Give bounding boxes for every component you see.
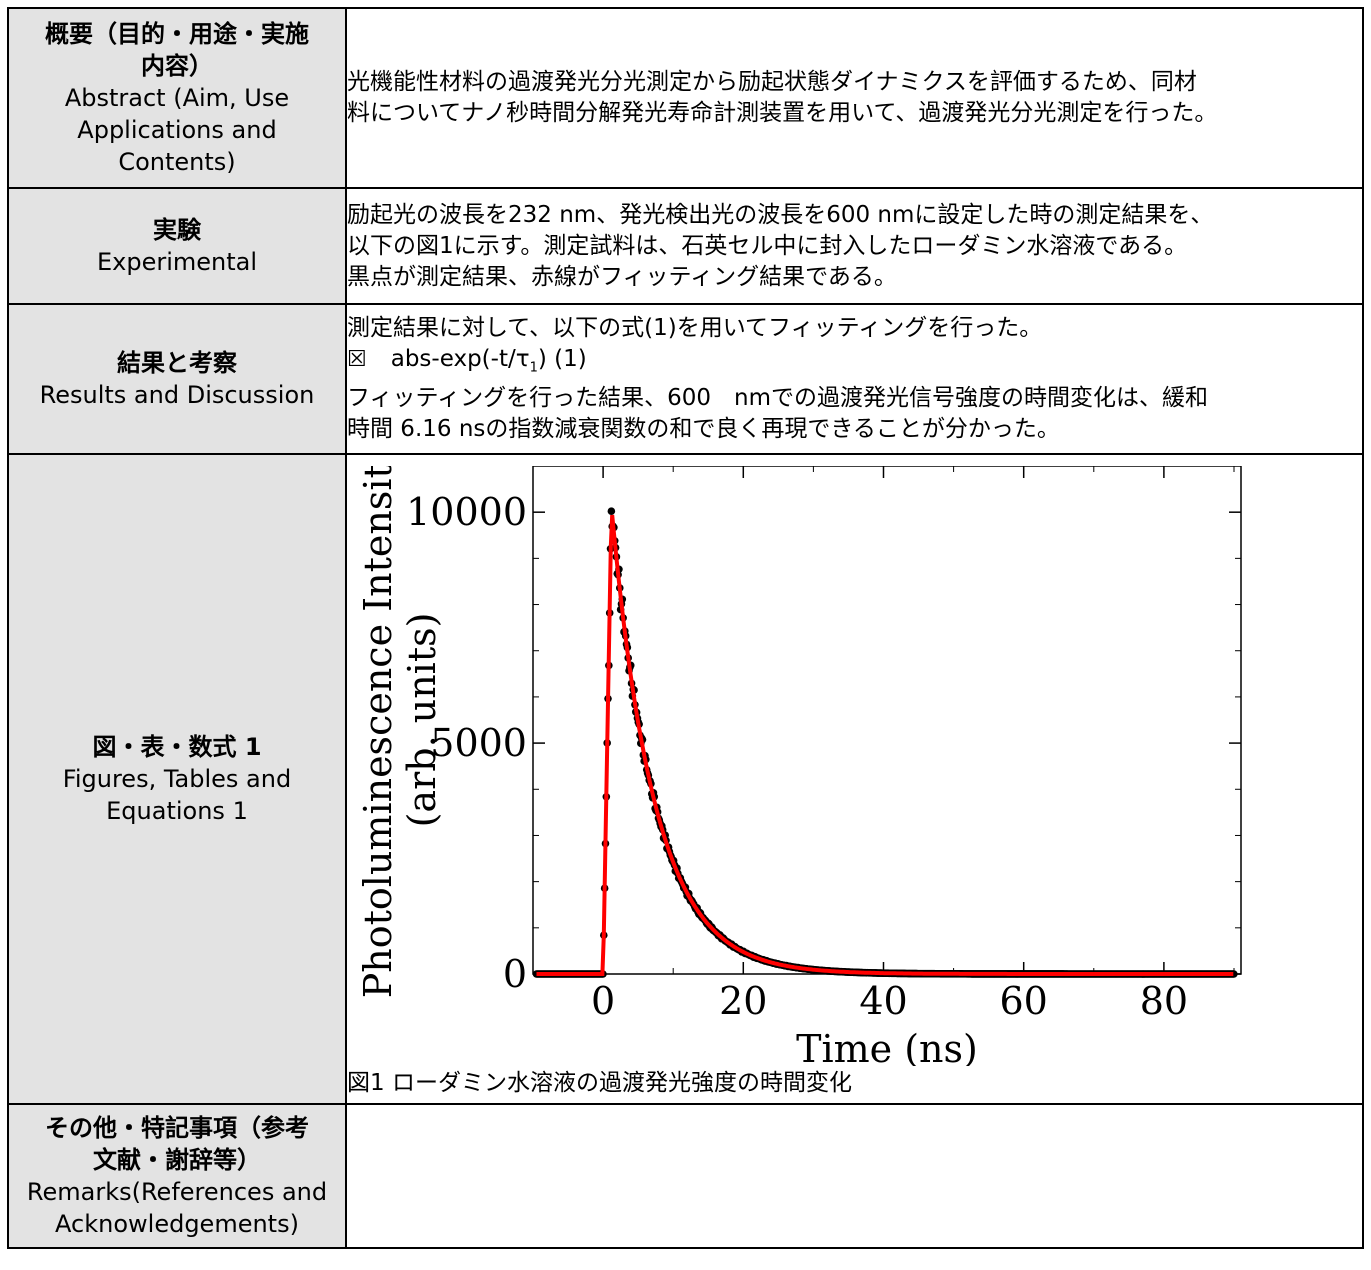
header-en: Applications and bbox=[77, 116, 277, 144]
header-en: Experimental bbox=[96, 248, 258, 276]
header-remarks: その他・特記事項（参考 文献・謝辞等） Remarks(References a… bbox=[7, 1103, 347, 1249]
body-line: フィッティングを行った結果、600 nmでの過渡発光信号強度の時間変化は、緩和 bbox=[347, 385, 1209, 412]
header-en: Equations 1 bbox=[106, 797, 248, 825]
row-experimental: 実験 Experimental 励起光の波長を232 nm、発光検出光の波長を6… bbox=[7, 187, 1364, 305]
header-jp: 内容） bbox=[141, 52, 213, 80]
header-en: Results and Discussion bbox=[39, 381, 315, 409]
equation-subscript: 1 bbox=[529, 360, 538, 376]
y-axis-label: Photoluminescence Intensity bbox=[356, 466, 400, 998]
header-en: Contents) bbox=[118, 148, 236, 176]
x-tick-label: 40 bbox=[859, 979, 907, 1023]
body-line: 時間 6.16 nsの指数減衰関数の和で良く再現できることが分かった。 bbox=[347, 416, 1060, 443]
body-line: 料についてナノ秒時間分解発光寿命計測装置を用いて、過渡発光分光測定を行った。 bbox=[347, 100, 1218, 126]
y-tick-label: 5000 bbox=[430, 721, 527, 765]
header-abstract: 概要（目的・用途・実施 内容） Abstract (Aim, Use Appli… bbox=[7, 7, 347, 189]
row-figures: 図・表・数式 1 Figures, Tables and Equations 1… bbox=[7, 453, 1364, 1105]
y-tick-label: 0 bbox=[503, 952, 527, 996]
body-abstract: 光機能性材料の過渡発光分光測定から励起状態ダイナミクスを評価するため、同材 料に… bbox=[345, 7, 1364, 189]
header-en: Figures, Tables and bbox=[62, 765, 292, 793]
body-line: 黒点が測定結果、赤線がフィッティング結果である。 bbox=[347, 263, 897, 290]
row-abstract: 概要（目的・用途・実施 内容） Abstract (Aim, Use Appli… bbox=[7, 7, 1364, 189]
header-jp: 概要（目的・用途・実施 bbox=[45, 20, 309, 48]
header-jp: その他・特記事項（参考 bbox=[45, 1114, 309, 1142]
pl-decay-chart: 0 20 40 60 80 0 5000 10000 Time (ns) Photolumin… bbox=[356, 466, 1242, 1066]
body-results: 測定結果に対して、以下の式(1)を用いてフィッティングを行った。 ☒ abs-ex… bbox=[345, 303, 1364, 455]
y-axis-label-units: (arb. units) bbox=[400, 613, 444, 828]
row-results: 結果と考察 Results and Discussion 測定結果に対して、以下… bbox=[7, 303, 1364, 455]
header-results: 結果と考察 Results and Discussion bbox=[7, 303, 347, 455]
measured-point bbox=[607, 507, 616, 515]
body-line: 以下の図1に示す。測定試料は、石英セル中に封入したローダミン水溶液である。 bbox=[347, 232, 1188, 259]
header-jp: 図・表・数式 1 bbox=[92, 733, 262, 761]
equation-text: abs-exp(-t/τ bbox=[390, 345, 530, 372]
header-figures: 図・表・数式 1 Figures, Tables and Equations 1 bbox=[7, 453, 347, 1105]
y-tick-label: 10000 bbox=[406, 490, 527, 534]
header-jp: 結果と考察 bbox=[117, 349, 237, 377]
header-en: Abstract (Aim, Use bbox=[64, 84, 290, 112]
fit-line bbox=[536, 514, 1234, 976]
row-remarks: その他・特記事項（参考 文献・謝辞等） Remarks(References a… bbox=[7, 1103, 1364, 1249]
header-experimental: 実験 Experimental bbox=[7, 187, 347, 305]
header-en: Acknowledgements) bbox=[55, 1210, 299, 1238]
body-line: 励起光の波長を232 nm、発光検出光の波長を600 nmに設定した時の測定結果… bbox=[347, 201, 1214, 228]
header-en: Remarks(References and bbox=[26, 1178, 328, 1206]
report-table: 概要（目的・用途・実施 内容） Abstract (Aim, Use Appli… bbox=[7, 7, 1364, 1249]
x-tick-label: 0 bbox=[591, 979, 615, 1023]
header-jp: 文献・謝辞等） bbox=[93, 1146, 261, 1174]
body-remarks bbox=[345, 1103, 1364, 1249]
measured-series bbox=[532, 507, 1238, 978]
checkbox-icon: ☒ bbox=[347, 346, 367, 372]
x-tick-label: 80 bbox=[1140, 979, 1188, 1023]
axis-ticks: 0 20 40 60 80 0 5000 10000 bbox=[406, 466, 1241, 1023]
equation-suffix: ) (1) bbox=[537, 345, 587, 372]
x-axis-label: Time (ns) bbox=[796, 1027, 978, 1066]
x-tick-label: 20 bbox=[719, 979, 767, 1023]
figure-cell: 0 20 40 60 80 0 5000 10000 Time (ns) Photolumin… bbox=[345, 453, 1364, 1105]
header-jp: 実験 bbox=[153, 216, 201, 244]
body-line: 測定結果に対して、以下の式(1)を用いてフィッティングを行った。 bbox=[347, 314, 1043, 341]
equation-line: ☒ abs-exp(-t/τ1) (1) bbox=[347, 344, 1362, 384]
body-line: 光機能性材料の過渡発光分光測定から励起状態ダイナミクスを評価するため、同材 bbox=[347, 69, 1197, 95]
x-tick-label: 60 bbox=[1000, 979, 1048, 1023]
figure-caption: 図1 ローダミン水溶液の過渡発光強度の時間変化 bbox=[347, 1070, 852, 1096]
body-experimental: 励起光の波長を232 nm、発光検出光の波長を600 nmに設定した時の測定結果… bbox=[345, 187, 1364, 305]
fit-series bbox=[536, 514, 1234, 976]
